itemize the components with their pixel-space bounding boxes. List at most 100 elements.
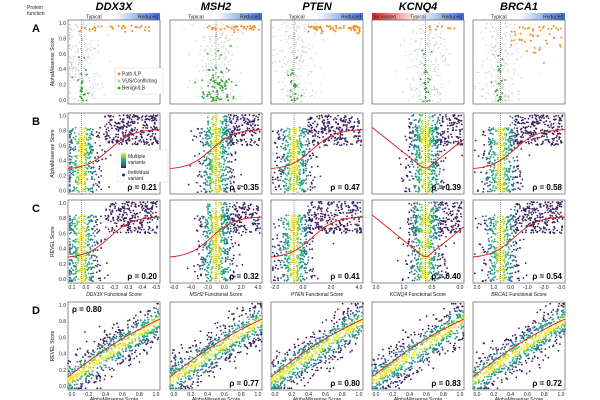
pathogenic-point	[521, 39, 524, 42]
density-point	[308, 155, 311, 158]
density-point	[409, 171, 412, 174]
density-point	[477, 155, 480, 157]
density-point	[134, 126, 137, 129]
pathogenic-point	[429, 28, 432, 31]
vus-point	[289, 34, 291, 36]
vus-point	[297, 55, 299, 57]
density-point	[481, 133, 484, 136]
vus-point	[284, 34, 286, 37]
benign-point	[79, 90, 82, 93]
vus-point	[418, 90, 421, 93]
vus-point	[311, 58, 314, 60]
vus-point	[498, 72, 500, 75]
vus-point	[489, 49, 491, 51]
density-point	[473, 149, 476, 152]
y-tick-label: 0.8	[59, 36, 66, 42]
density-point	[122, 126, 125, 129]
density-point	[415, 175, 417, 178]
vus-point	[295, 76, 298, 78]
vus-point	[491, 43, 493, 45]
density-point	[221, 183, 224, 186]
density-point	[491, 174, 494, 177]
density-point	[97, 185, 100, 188]
vus-point	[494, 50, 496, 53]
vus-point	[71, 28, 73, 31]
density-point	[510, 137, 513, 140]
vus-point	[436, 89, 438, 91]
density-point	[129, 124, 132, 126]
density-point	[332, 129, 335, 132]
density-point	[225, 166, 228, 168]
vus-point	[210, 63, 212, 65]
vus-point	[496, 42, 498, 44]
density-point	[498, 134, 501, 137]
vus-point	[415, 58, 418, 61]
density-point	[125, 141, 128, 144]
density-point	[432, 119, 435, 122]
benign-point	[289, 95, 292, 98]
vus-point	[495, 38, 497, 40]
vus-point	[91, 95, 93, 98]
vus-point	[434, 59, 437, 61]
density-point	[423, 136, 426, 139]
density-point	[315, 125, 318, 128]
vus-point	[302, 61, 305, 63]
density-point	[229, 128, 232, 131]
density-point	[286, 141, 289, 144]
benign-point	[221, 86, 224, 89]
density-point	[115, 135, 117, 138]
density-point	[493, 164, 496, 167]
density-point	[325, 132, 328, 135]
vus-point	[82, 79, 84, 81]
vus-point	[437, 74, 440, 77]
density-point	[151, 142, 153, 145]
density-point	[431, 145, 434, 148]
density-point	[219, 180, 222, 183]
pathogenic-point	[140, 25, 143, 28]
density-point	[507, 146, 510, 149]
density-point	[333, 139, 336, 142]
vus-point	[284, 77, 286, 79]
vus-point	[409, 43, 412, 45]
density-point	[234, 122, 237, 125]
benign-point	[206, 52, 209, 55]
vus-point	[506, 70, 508, 73]
density-point	[137, 117, 140, 120]
density-point	[519, 171, 522, 174]
vus-point	[503, 88, 505, 91]
density-point	[103, 133, 105, 136]
vus-point	[83, 101, 85, 103]
density-point	[428, 169, 431, 172]
vus-point	[426, 44, 429, 47]
benign-point	[300, 94, 303, 97]
vus-point	[315, 52, 318, 55]
vus-point	[502, 64, 505, 67]
vus-point	[492, 49, 494, 51]
density-point	[421, 115, 424, 118]
density-point	[115, 128, 118, 131]
density-point	[345, 118, 348, 121]
density-point	[283, 135, 286, 138]
density-point	[561, 114, 564, 117]
vus-point	[201, 92, 203, 95]
vus-point	[310, 70, 313, 72]
vus-point	[477, 71, 480, 74]
density-point	[436, 150, 439, 153]
density-point	[418, 176, 421, 179]
density-point	[418, 135, 421, 138]
pathogenic-point	[97, 25, 100, 28]
pathogenic-point	[514, 33, 517, 36]
vus-point	[69, 97, 71, 99]
vus-point	[277, 29, 280, 31]
density-point	[443, 140, 446, 143]
vus-point	[437, 101, 440, 103]
density-point	[301, 152, 304, 154]
vus-point	[514, 43, 517, 45]
density-point	[517, 187, 520, 190]
density-point	[229, 143, 232, 146]
pathogenic-point	[148, 25, 151, 28]
density-point	[421, 164, 424, 167]
density-point	[407, 149, 410, 152]
density-point	[452, 115, 455, 118]
density-point	[283, 191, 286, 193]
